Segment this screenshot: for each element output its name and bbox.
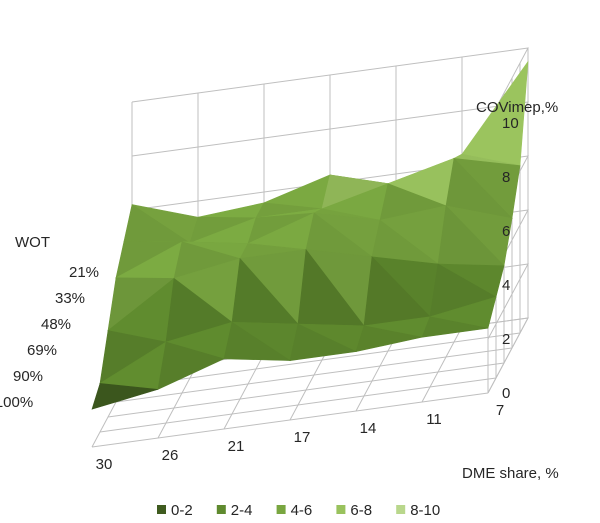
- legend-swatch: [157, 505, 166, 514]
- legend-label: 4-6: [291, 502, 313, 519]
- legend-label: 0-2: [171, 502, 193, 519]
- gridline-floor: [355, 335, 397, 412]
- z-tick-label: 8: [502, 169, 510, 186]
- x-tick-label: 30: [96, 456, 113, 473]
- gridline-floor: [107, 362, 505, 418]
- x-axis-title: DME share, %: [462, 465, 559, 482]
- axis-labels: 30 26 21 17 14 11 7 21% 33% 48% 69% 90% 100% 0 2 4 6 8 10: [0, 115, 519, 473]
- surface-facet: [157, 341, 225, 390]
- legend: 0-2 2-4 4-6 6-8 8-10: [157, 502, 440, 519]
- y-tick-label: 100%: [0, 394, 33, 411]
- surface-facet: [91, 383, 159, 410]
- z-tick-label: 6: [502, 223, 510, 240]
- legend-label: 2-4: [231, 502, 253, 519]
- z-tick-label: 4: [502, 277, 510, 294]
- surface-facet: [223, 321, 292, 361]
- gridline-floor: [123, 332, 521, 388]
- z-tick-label: 0: [502, 385, 510, 402]
- legend-swatch: [216, 505, 226, 514]
- surface-facet: [355, 325, 423, 353]
- surface-facet: [421, 316, 489, 338]
- x-tick-label: 11: [426, 411, 442, 428]
- legend-swatch: [276, 505, 286, 514]
- z-tick-label: 10: [502, 115, 519, 132]
- gridline-floor: [99, 377, 497, 433]
- y-tick-label: 90%: [13, 368, 43, 385]
- x-tick-label: 26: [162, 447, 179, 464]
- x-tick-label: 21: [228, 438, 245, 455]
- x-tick-label: 14: [360, 420, 377, 437]
- surface-facet: [289, 323, 358, 361]
- legend-swatch: [396, 505, 406, 514]
- gridline-floor: [289, 344, 331, 421]
- gridline-floor: [223, 353, 265, 430]
- z-tick-label: 2: [502, 331, 510, 348]
- gridline-floor: [157, 362, 199, 439]
- x-tick-label: 7: [496, 402, 504, 419]
- surface-plot: [91, 60, 529, 410]
- x-tick-label: 17: [294, 429, 311, 446]
- gridline-floor: [421, 326, 463, 403]
- y-tick-label: 21%: [69, 264, 99, 281]
- legend-label: 8-10: [410, 502, 440, 519]
- y-tick-label: 69%: [27, 342, 57, 359]
- y-axis-title: WOT: [15, 234, 50, 251]
- y-tick-label: 33%: [55, 290, 85, 307]
- surface-facet: [197, 202, 265, 219]
- gridline-floor: [91, 392, 489, 448]
- y-tick-label: 48%: [41, 316, 71, 333]
- z-axis-title: COVimep,%: [476, 99, 558, 116]
- gridline-floor: [487, 317, 529, 394]
- legend-label: 6-8: [350, 502, 372, 519]
- gridline-floor: [115, 347, 513, 403]
- legend-swatch: [336, 505, 346, 514]
